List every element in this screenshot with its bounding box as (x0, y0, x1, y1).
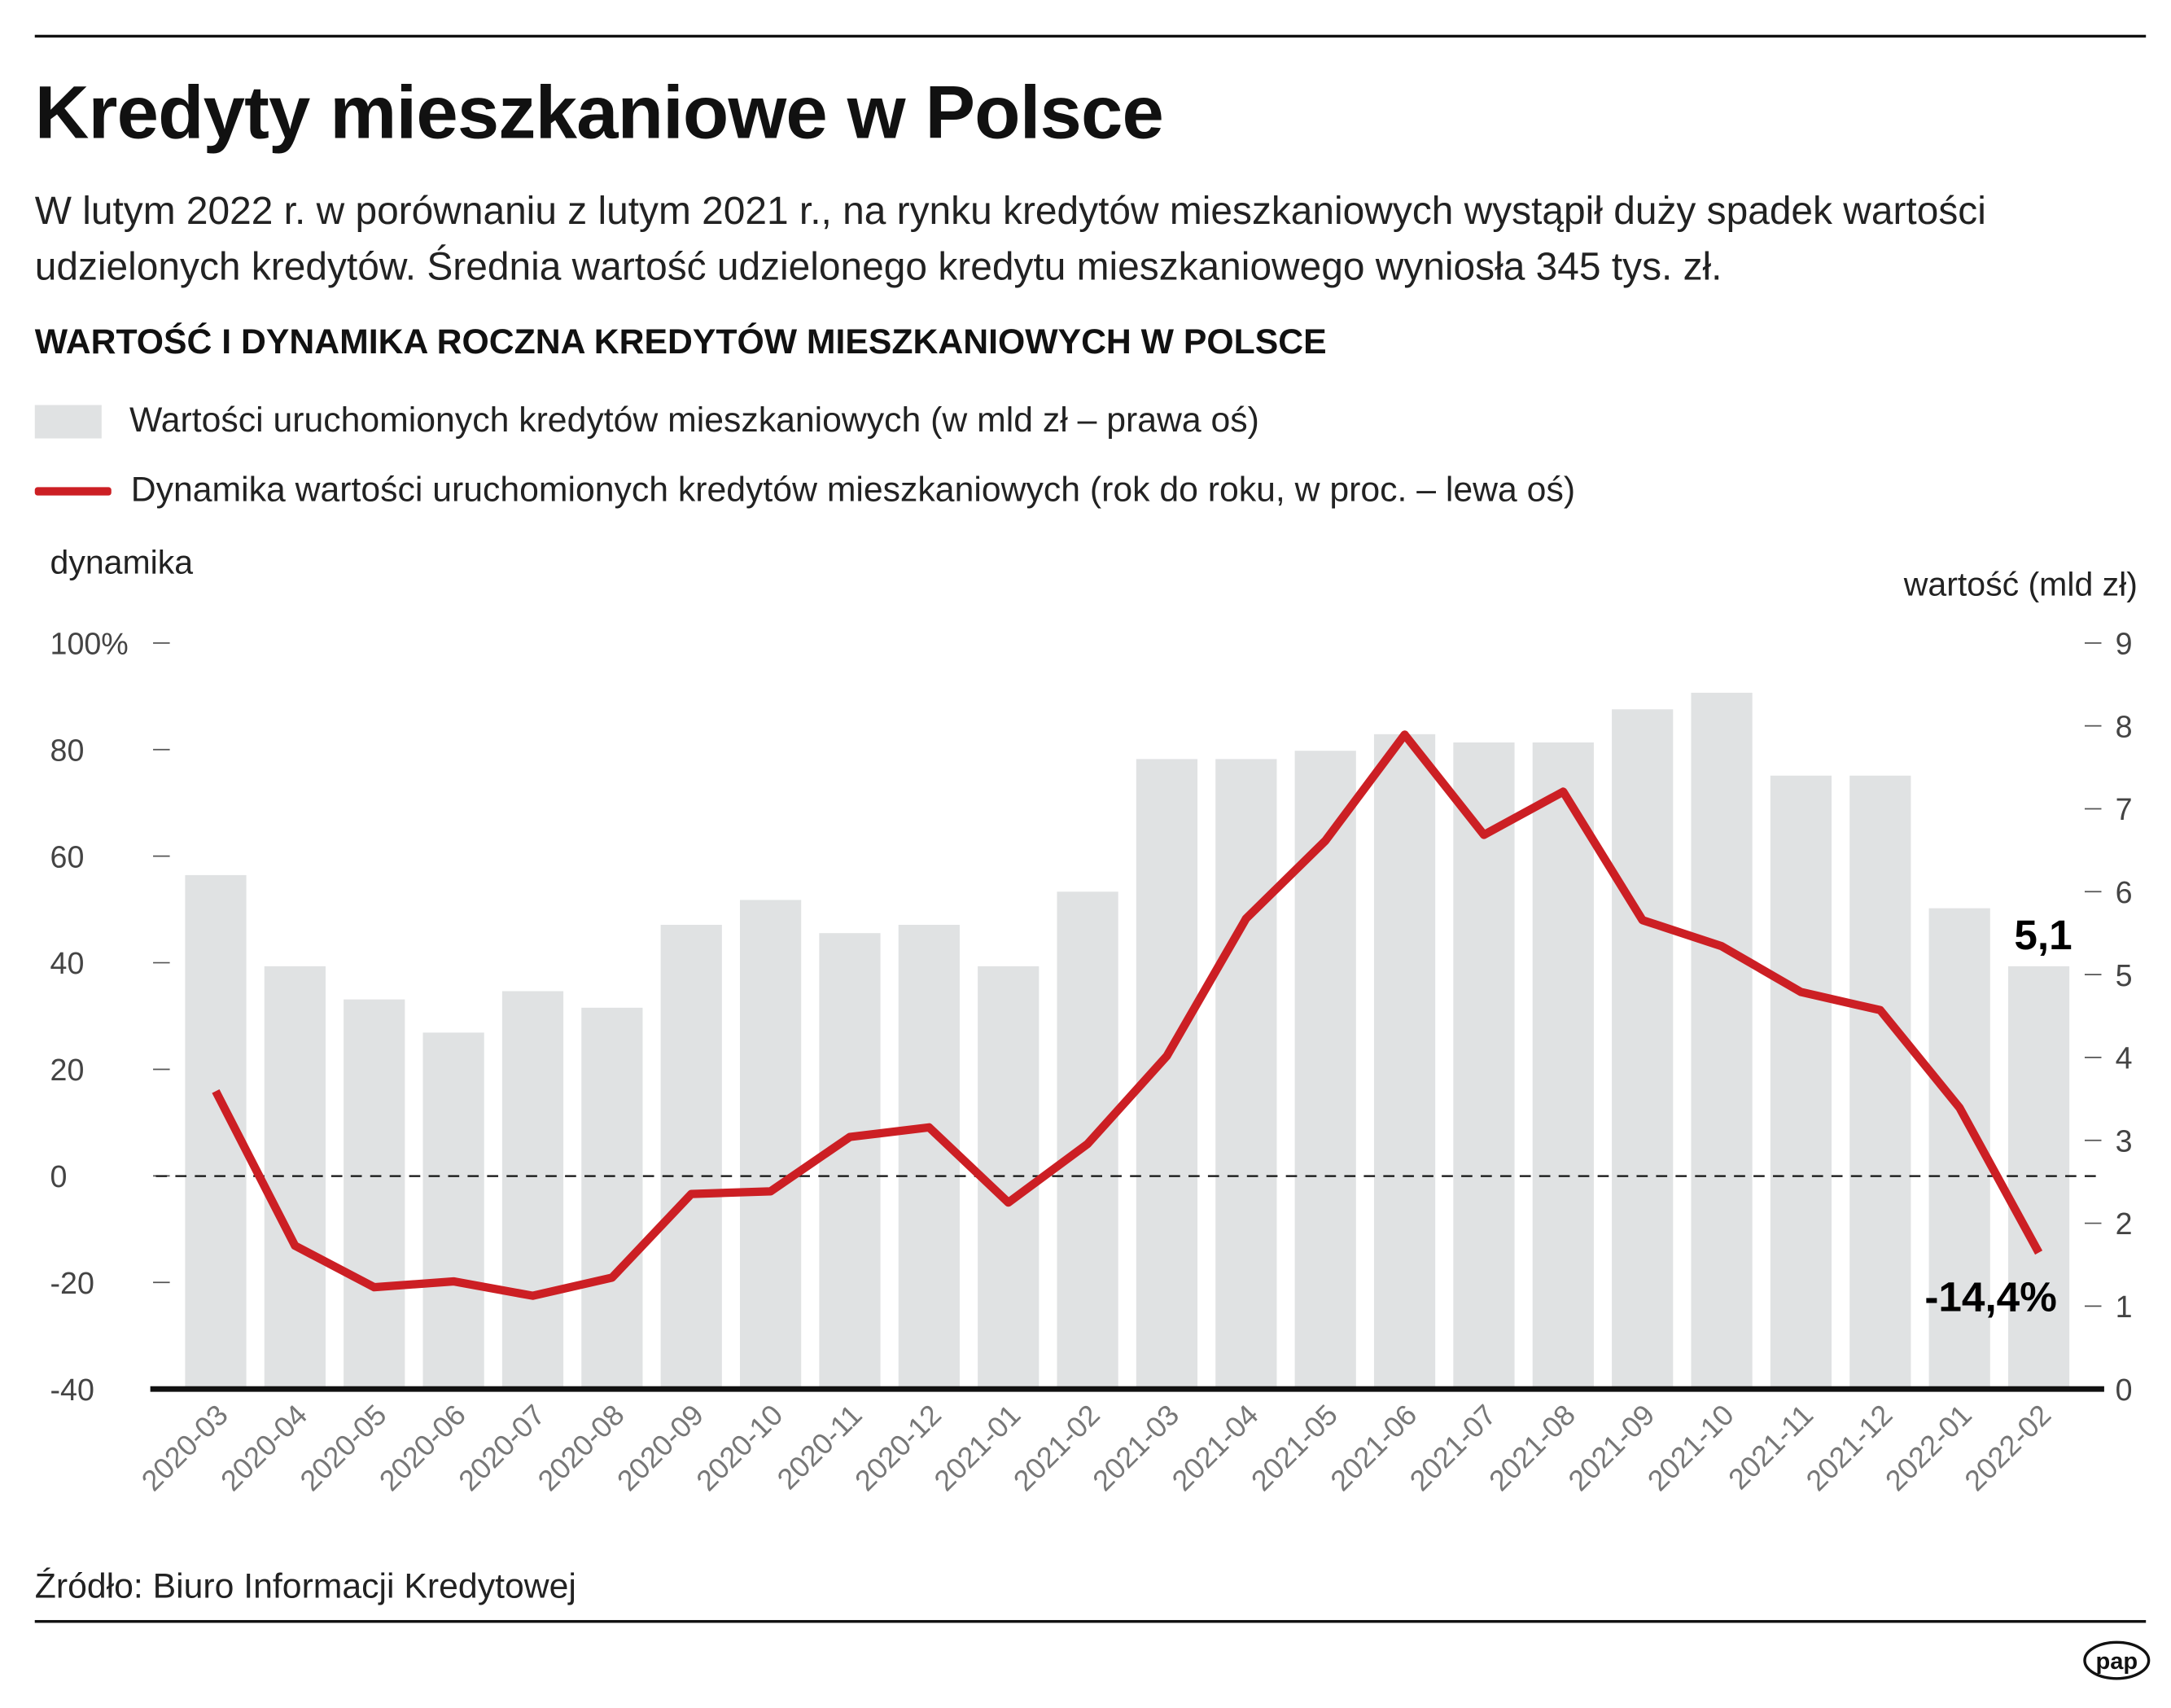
dynamics-line (212, 730, 2043, 1300)
right-tick-label: 4 (2116, 1041, 2133, 1075)
bar (422, 1032, 484, 1390)
bar (739, 900, 802, 1390)
x-tick-label: 2021-06 (1324, 1399, 1423, 1497)
x-tick-label: 2020-08 (532, 1399, 630, 1497)
x-tick-label: 2021-04 (1166, 1399, 1264, 1497)
x-tick-label: 2020-04 (215, 1399, 313, 1497)
x-tick-label: 2021-08 (1483, 1399, 1582, 1497)
page-title: Kredyty mieszkaniowe w Polsce (34, 71, 1164, 155)
right-tick-label: 9 (2116, 627, 2133, 661)
bar (501, 991, 564, 1390)
x-tick-label: 2021-10 (1641, 1399, 1740, 1497)
left-axis-label: dynamika (50, 543, 194, 580)
right-tick-label: 5 (2116, 958, 2133, 992)
source: Źródło: Biuro Informacji Kredytowej (34, 1567, 576, 1606)
bar (2007, 966, 2070, 1390)
bar (1612, 709, 1674, 1390)
x-tick-label: 2021-12 (1800, 1399, 1898, 1497)
x-tick-label: 2021-01 (928, 1399, 1026, 1497)
x-tick-label: 2021-05 (1245, 1399, 1344, 1497)
x-tick-label: 2020-03 (135, 1399, 234, 1497)
x-tick-label: 2020-10 (690, 1399, 789, 1497)
right-tick-label: 7 (2116, 792, 2133, 826)
chart: dynamika wartość (mld zł) -40-2002040608… (50, 543, 2138, 1497)
x-tick-label: 2020-12 (849, 1399, 948, 1497)
x-tick-label: 2022-02 (1959, 1399, 2057, 1497)
x-tick-label: 2021-02 (1007, 1399, 1105, 1497)
legend-line-label: Dynamika wartości uruchomionych kredytów… (130, 470, 1576, 510)
right-tick-label: 8 (2116, 709, 2133, 743)
left-tick-label: 20 (50, 1053, 85, 1087)
bar (1373, 734, 1436, 1390)
right-axis-label: wartość (mld zł) (1903, 566, 2138, 603)
bar (1453, 742, 1515, 1390)
left-tick-label: 100% (50, 627, 129, 661)
legend-bar-label: Wartości uruchomionych kredytów mieszkan… (129, 401, 1259, 440)
x-tick-label: 2022-01 (1880, 1399, 1978, 1497)
bar (581, 1007, 643, 1390)
x-tick-label: 2021-11 (1722, 1399, 1820, 1496)
right-tick-label: 6 (2116, 875, 2133, 909)
bar (660, 925, 722, 1390)
bar (344, 999, 405, 1390)
x-tick-label: 2020-07 (453, 1399, 551, 1497)
left-tick-label: 0 (50, 1159, 68, 1193)
svg-text:pap: pap (2095, 1649, 2138, 1675)
legend-bars: Wartości uruchomionych kredytów mieszkan… (34, 401, 1259, 441)
x-tick-label: 2021-03 (1087, 1399, 1185, 1497)
legend-line: Dynamika wartości uruchomionych kredytów… (34, 470, 1576, 511)
bar (1770, 775, 1832, 1390)
left-tick-label: -20 (50, 1266, 94, 1300)
top-rule (34, 34, 2147, 38)
x-tick-label: 2021-09 (1562, 1399, 1661, 1497)
left-tick-label: 40 (50, 946, 85, 980)
bar (819, 933, 881, 1390)
x-tick-label: 2020-09 (611, 1399, 710, 1497)
last-line-annotation: -14,4% (1924, 1273, 2056, 1320)
right-tick-label: 0 (2116, 1373, 2133, 1407)
bar (1532, 742, 1594, 1390)
bar (898, 925, 960, 1390)
left-tick-label: 60 (50, 839, 85, 874)
legend-line-swatch (34, 486, 112, 495)
bar (264, 966, 326, 1390)
last-bar-annotation: 5,1 (2014, 912, 2072, 958)
legend-bar-swatch (34, 404, 102, 438)
x-tick-label: 2021-07 (1403, 1399, 1502, 1497)
pap-logo: pap (2083, 1640, 2151, 1680)
subtitle: W lutym 2022 r. w porównaniu z lutym 202… (34, 189, 1986, 288)
right-tick-label: 3 (2116, 1123, 2133, 1158)
right-tick-label: 2 (2116, 1207, 2133, 1241)
bar (1215, 759, 1277, 1390)
x-tick-label: 2020-05 (294, 1399, 392, 1497)
right-tick-label: 1 (2116, 1290, 2133, 1324)
chart-title: WARTOŚĆ I DYNAMIKA ROCZNA KREDYTÓW MIESZ… (34, 322, 1327, 362)
bar (1691, 692, 1753, 1390)
bottom-rule (34, 1619, 2147, 1623)
x-tick-label: 2020-11 (771, 1399, 869, 1496)
left-tick-label: 80 (50, 733, 85, 767)
bar (1849, 775, 1911, 1390)
x-tick-label: 2020-06 (373, 1399, 471, 1497)
left-tick-label: -40 (50, 1373, 94, 1407)
